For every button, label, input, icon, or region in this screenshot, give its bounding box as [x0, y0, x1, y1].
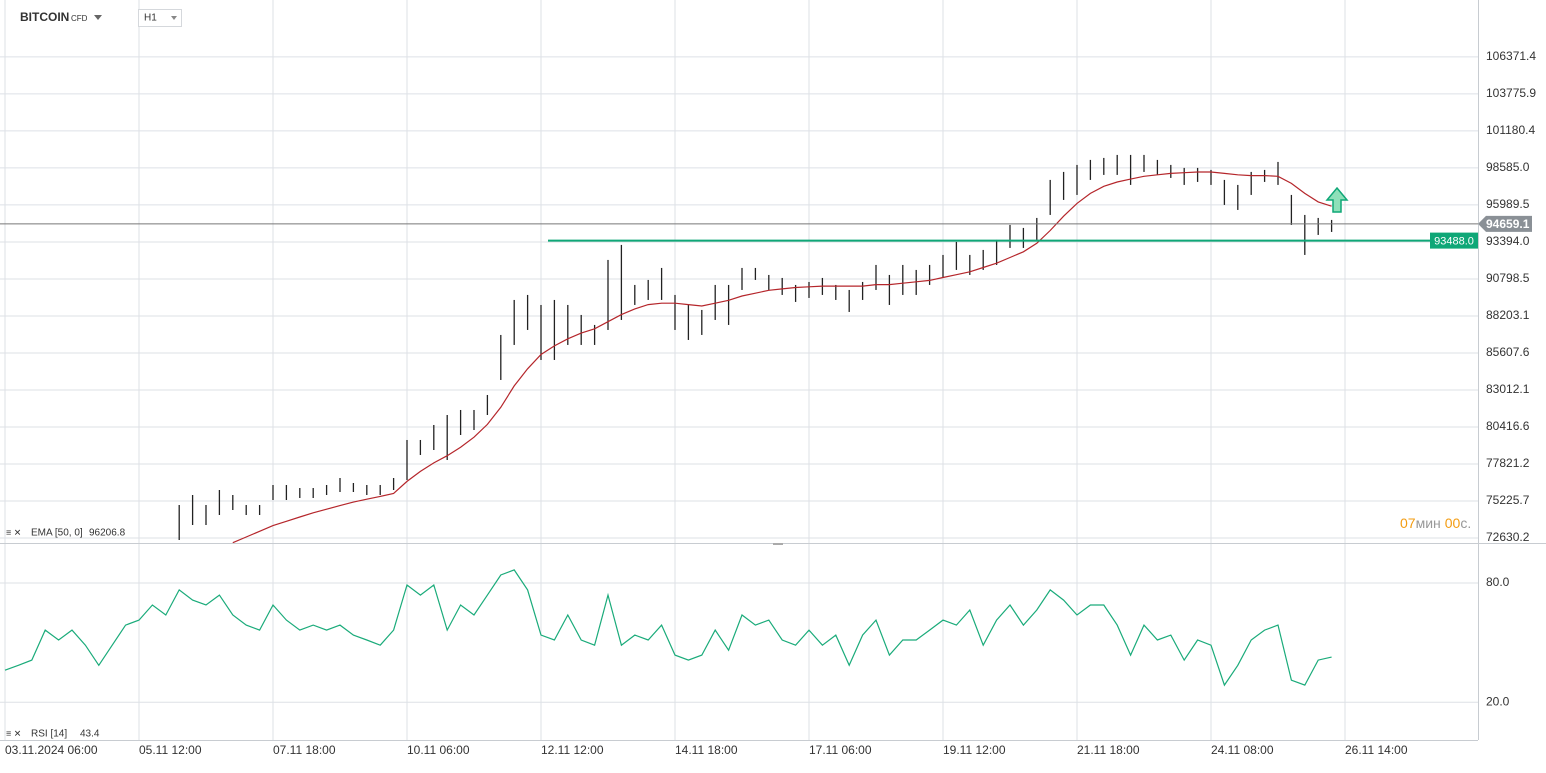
y-tick-label: 85607.6 [1486, 345, 1530, 359]
buy-arrow [1325, 186, 1349, 213]
current-price-tag [1478, 215, 1532, 232]
y-tick-label: 75225.7 [1486, 493, 1530, 507]
x-tick-label: 19.11 12:00 [943, 743, 1006, 757]
countdown: 07мин 00с. [1400, 515, 1471, 531]
symbol-dropdown[interactable] [94, 15, 102, 20]
x-tick-label: 21.11 18:00 [1077, 743, 1140, 757]
ema-icon[interactable]: ≡ ✕ [6, 527, 21, 537]
x-tick-label: 17.11 06:00 [809, 743, 872, 757]
x-tick-label: 24.11 08:00 [1211, 743, 1274, 757]
x-tick-label: 26.11 14:00 [1345, 743, 1408, 757]
timeframe-select[interactable] [138, 9, 182, 27]
timeframe-dropdown [171, 16, 177, 20]
symbol-title[interactable]: BITCOIN [20, 10, 69, 24]
x-tick-label: 10.11 06:00 [407, 743, 470, 757]
rsi-line [4, 569, 1332, 687]
y-tick-label: 93394.0 [1486, 234, 1530, 248]
ema-line [232, 171, 1332, 543]
y-tick-label: 72630.2 [1486, 530, 1530, 544]
rsi-legend-value: 43.4 [80, 729, 100, 740]
y-tick-label: 88203.1 [1486, 308, 1530, 322]
y-tick-label: 101180.4 [1486, 123, 1535, 137]
y-tick-label: 80.0 [1486, 575, 1510, 589]
symbol-type: CFD [71, 14, 88, 23]
y-tick-label: 83012.1 [1486, 382, 1530, 396]
y-tick-label: 80416.6 [1486, 419, 1530, 433]
ema-legend-value: 96206.8 [89, 528, 126, 539]
y-tick-label: 106371.4 [1486, 49, 1536, 63]
support-label: 93488.0 [1434, 236, 1474, 248]
rsi-legend: RSI [14] [31, 729, 67, 740]
rsi-icon[interactable]: ≡ ✕ [6, 728, 21, 738]
x-tick-label: 12.11 12:00 [541, 743, 604, 757]
support-tag [1430, 232, 1478, 249]
y-tick-label: 98585.0 [1486, 160, 1530, 174]
panel-resize-handle[interactable] [773, 543, 783, 545]
x-tick-label: 05.11 12:00 [139, 743, 202, 757]
x-tick-label: 03.11.2024 06:00 [5, 743, 98, 757]
y-tick-label: 77821.2 [1486, 456, 1530, 470]
ema-legend: EMA [50, 0] [31, 528, 83, 539]
current-price-label: 94659.1 [1486, 217, 1530, 231]
x-tick-label: 14.11 18:00 [675, 743, 738, 757]
timeframe-label: H1 [144, 13, 157, 24]
y-tick-label: 103775.9 [1486, 86, 1536, 100]
y-tick-label: 90798.5 [1486, 271, 1530, 285]
y-tick-label: 95989.5 [1486, 197, 1530, 211]
x-tick-label: 07.11 18:00 [273, 743, 336, 757]
y-tick-label: 20.0 [1486, 694, 1510, 708]
